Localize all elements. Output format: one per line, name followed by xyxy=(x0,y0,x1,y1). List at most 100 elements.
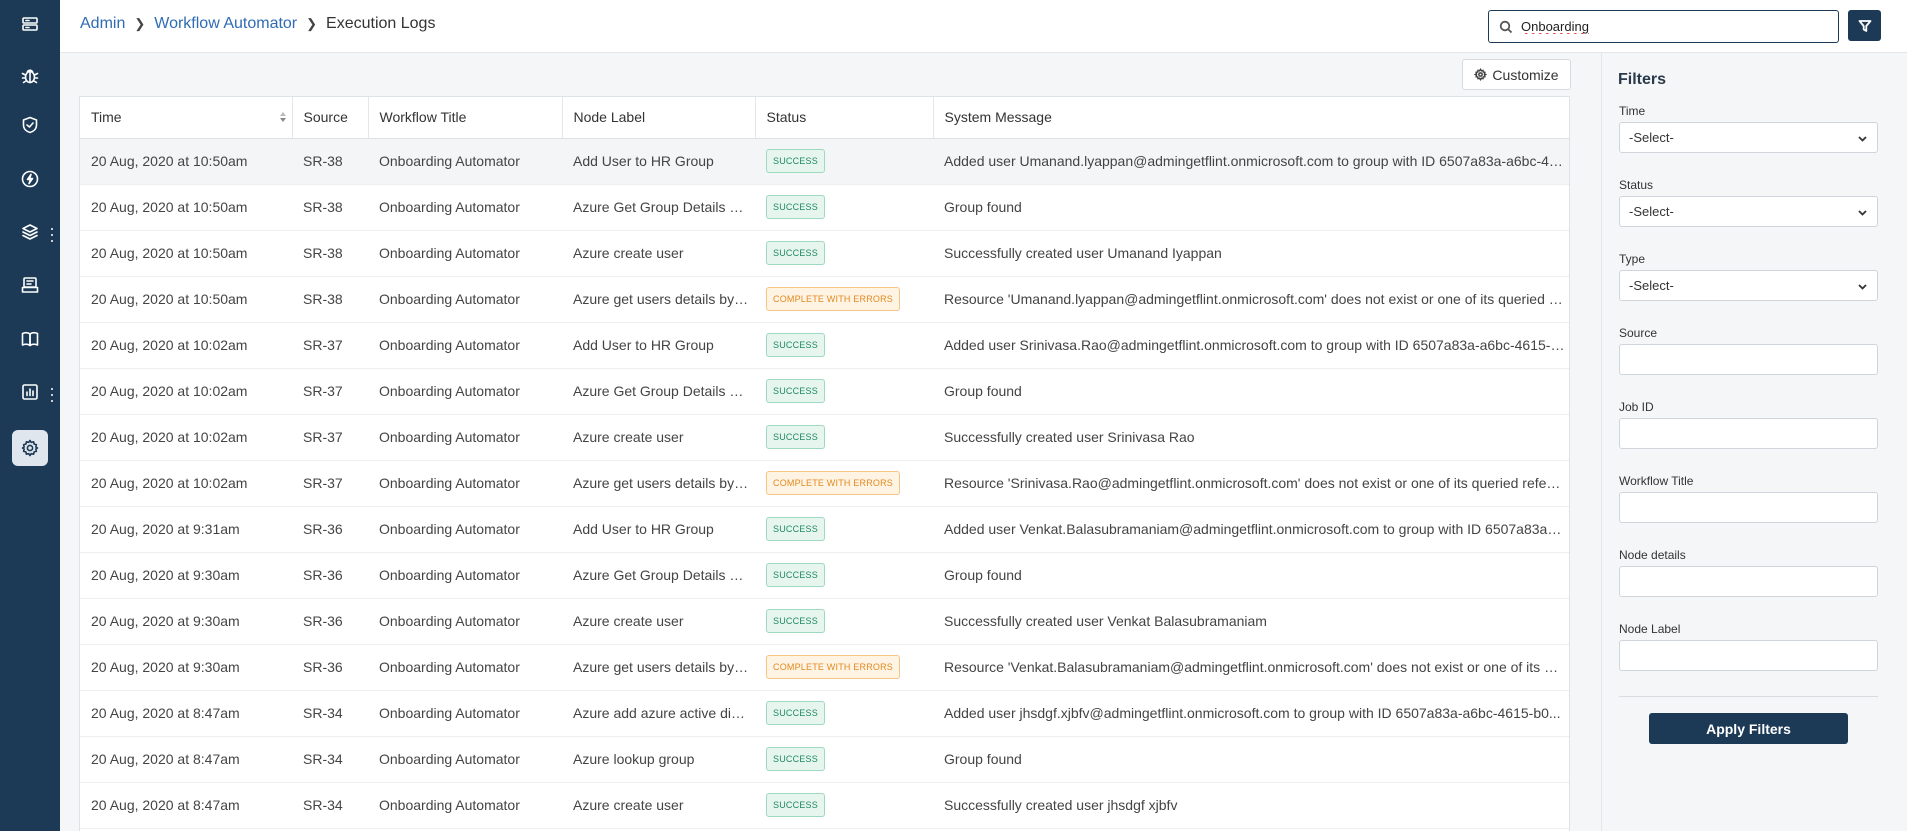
server-icon[interactable] xyxy=(12,6,48,42)
time-filter-select[interactable]: -Select- xyxy=(1619,122,1878,153)
system-message-cell: Successfully created user Srinivasa Rao xyxy=(933,414,1569,461)
node-label-cell: Azure Get Group Details Hardcoded xyxy=(562,184,755,231)
node-details-filter-input[interactable] xyxy=(1619,566,1878,597)
time-cell: 20 Aug, 2020 at 10:02am xyxy=(80,368,292,415)
status-cell: SUCCESS xyxy=(755,230,933,277)
node-label-cell: Azure lookup group xyxy=(562,736,755,783)
table-row[interactable]: 20 Aug, 2020 at 10:02am SR-37 Onboarding A… xyxy=(80,322,1569,369)
column-header-status[interactable]: Status xyxy=(755,97,934,139)
status-cell: SUCCESS xyxy=(755,690,933,737)
node-label-cell: Azure get users details by email xyxy=(562,644,755,691)
source-cell: SR-36 xyxy=(292,644,368,691)
workflow-title-cell: Onboarding Automator xyxy=(368,230,562,277)
status-cell: SUCCESS xyxy=(755,138,933,185)
table-row[interactable]: 20 Aug, 2020 at 9:30am SR-36 Onboarding Au… xyxy=(80,644,1569,691)
status-badge: SUCCESS xyxy=(766,333,825,357)
search-input[interactable] xyxy=(1521,19,1821,34)
status-badge: COMPLETE WITH ERRORS xyxy=(766,655,901,679)
system-message-cell: Resource 'Umanand.lyappan@admingetflint.… xyxy=(933,276,1569,323)
inbox-icon[interactable] xyxy=(12,267,48,303)
main-content: Customize Time Source Workflow Title Nod… xyxy=(60,53,1601,831)
breadcrumb-current: Execution Logs xyxy=(326,15,436,32)
status-cell: SUCCESS xyxy=(755,322,933,369)
status-filter-select[interactable]: -Select- xyxy=(1619,196,1878,227)
layers-more-icon[interactable] xyxy=(50,228,54,242)
status-badge: SUCCESS xyxy=(766,563,825,587)
time-cell: 20 Aug, 2020 at 10:02am xyxy=(80,414,292,461)
chevron-right-icon: ❯ xyxy=(306,16,318,31)
table-row[interactable]: 20 Aug, 2020 at 10:02am SR-37 Onboarding A… xyxy=(80,460,1569,507)
job-id-filter-label: Job ID xyxy=(1619,400,1654,414)
source-cell: SR-36 xyxy=(292,598,368,645)
source-cell: SR-37 xyxy=(292,368,368,415)
table-row[interactable]: 20 Aug, 2020 at 9:30am SR-36 Onboarding Au… xyxy=(80,552,1569,599)
shield-icon[interactable] xyxy=(12,107,48,143)
system-message-cell: Successfully created user Venkat Balasub… xyxy=(933,598,1569,645)
system-message-cell: Added user Srinivasa.Rao@admingetflint.o… xyxy=(933,322,1569,369)
status-badge: SUCCESS xyxy=(766,517,825,541)
column-header-workflow-title[interactable]: Workflow Title xyxy=(368,97,563,139)
chart-icon[interactable] xyxy=(12,374,48,410)
node-label-filter-label: Node Label xyxy=(1619,622,1681,636)
node-label-filter-input[interactable] xyxy=(1619,640,1878,671)
source-filter-input[interactable] xyxy=(1619,344,1878,375)
breadcrumb-workflow-automator[interactable]: Workflow Automator xyxy=(154,15,298,32)
breadcrumb-admin[interactable]: Admin xyxy=(80,15,126,32)
filter-toggle-button[interactable] xyxy=(1848,10,1881,41)
bug-icon[interactable] xyxy=(12,58,48,94)
node-details-filter-label: Node details xyxy=(1619,548,1686,562)
system-message-cell: Group found xyxy=(933,368,1569,415)
table-row[interactable]: 20 Aug, 2020 at 10:50am SR-38 Onboarding A… xyxy=(80,184,1569,231)
chevron-right-icon: ❯ xyxy=(134,16,146,31)
system-message-cell: Added user Umanand.lyappan@admingetflint… xyxy=(933,138,1569,185)
workflow-title-cell: Onboarding Automator xyxy=(368,460,562,507)
table-row[interactable]: 20 Aug, 2020 at 9:30am SR-36 Onboarding Au… xyxy=(80,598,1569,645)
system-message-cell: Successfully created user Umanand Iyappa… xyxy=(933,230,1569,277)
time-cell: 20 Aug, 2020 at 10:50am xyxy=(80,276,292,323)
workflow-title-filter-input[interactable] xyxy=(1619,492,1878,523)
time-cell: 20 Aug, 2020 at 10:50am xyxy=(80,230,292,277)
source-cell: SR-36 xyxy=(292,506,368,553)
sort-icon[interactable] xyxy=(279,112,286,124)
node-label-cell: Azure create user xyxy=(562,230,755,277)
source-cell: SR-38 xyxy=(292,138,368,185)
status-cell: SUCCESS xyxy=(755,598,933,645)
chart-more-icon[interactable] xyxy=(50,388,54,402)
status-filter-label: Status xyxy=(1619,178,1654,192)
gear-icon[interactable] xyxy=(12,430,48,466)
table-row[interactable]: 20 Aug, 2020 at 9:31am SR-36 Onboarding Au… xyxy=(80,506,1569,553)
table-row[interactable]: 20 Aug, 2020 at 10:50am SR-38 Onboarding A… xyxy=(80,230,1569,277)
table-row[interactable]: 20 Aug, 2020 at 10:50am SR-38 Onboarding A… xyxy=(80,138,1569,185)
column-header-time[interactable]: Time xyxy=(80,97,293,139)
table-row[interactable]: 20 Aug, 2020 at 10:02am SR-37 Onboarding A… xyxy=(80,414,1569,461)
status-badge: COMPLETE WITH ERRORS xyxy=(766,471,901,495)
status-badge: SUCCESS xyxy=(766,425,825,449)
time-cell: 20 Aug, 2020 at 8:47am xyxy=(80,690,292,737)
book-icon[interactable] xyxy=(12,321,48,357)
source-cell: SR-34 xyxy=(292,782,368,829)
table-row[interactable]: 20 Aug, 2020 at 8:47am SR-34 Onboarding Au… xyxy=(80,782,1569,829)
table-row[interactable]: 20 Aug, 2020 at 8:47am SR-34 Onboarding Au… xyxy=(80,736,1569,783)
table-row[interactable]: 20 Aug, 2020 at 10:50am SR-38 Onboarding A… xyxy=(80,276,1569,323)
left-nav xyxy=(0,0,60,831)
customize-button[interactable]: Customize xyxy=(1462,59,1571,90)
lightning-icon[interactable] xyxy=(12,161,48,197)
status-cell: SUCCESS xyxy=(755,552,933,599)
column-header-system-message[interactable]: System Message xyxy=(933,97,1569,139)
column-header-node-label[interactable]: Node Label xyxy=(562,97,756,139)
table-row[interactable]: 20 Aug, 2020 at 10:02am SR-37 Onboarding A… xyxy=(80,368,1569,415)
chevron-down-icon xyxy=(1858,210,1867,216)
table-body: 20 Aug, 2020 at 10:50am SR-38 Onboarding A… xyxy=(80,138,1569,829)
node-label-cell: Azure get users details by email xyxy=(562,460,755,507)
layers-icon[interactable] xyxy=(12,214,48,250)
search-box[interactable] xyxy=(1488,10,1839,43)
type-filter-select[interactable]: -Select- xyxy=(1619,270,1878,301)
workflow-title-cell: Onboarding Automator xyxy=(368,782,562,829)
status-cell: SUCCESS xyxy=(755,368,933,415)
job-id-filter-input[interactable] xyxy=(1619,418,1878,449)
column-header-source[interactable]: Source xyxy=(292,97,369,139)
status-cell: SUCCESS xyxy=(755,506,933,553)
table-row[interactable]: 20 Aug, 2020 at 8:47am SR-34 Onboarding Au… xyxy=(80,690,1569,737)
apply-filters-button[interactable]: Apply Filters xyxy=(1649,713,1848,744)
time-cell: 20 Aug, 2020 at 9:31am xyxy=(80,506,292,553)
